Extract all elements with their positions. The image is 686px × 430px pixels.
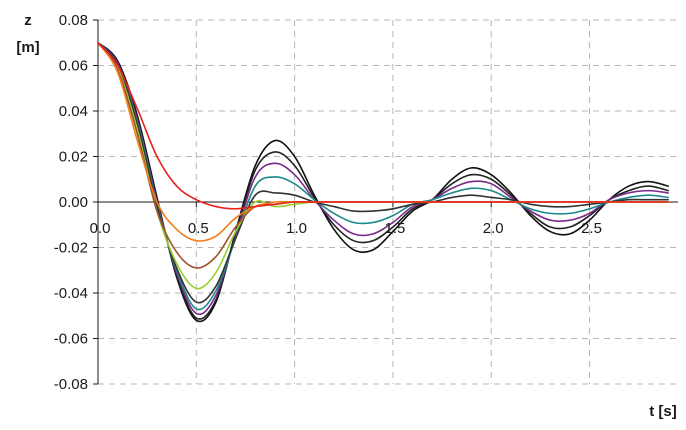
series-line-2 <box>97 41 669 320</box>
series-line-6 <box>97 41 669 290</box>
y-tick-label: 0.08 <box>59 12 88 29</box>
y-tick-label: -0.06 <box>54 331 88 348</box>
tick-labels: 0.08 0.06 0.04 0.02 0.00 -0.02 -0.04 -0.06 -0.08… <box>54 12 602 393</box>
x-tick-label: 2.0 <box>483 220 504 237</box>
y-axis-label-symbol: z <box>24 12 32 29</box>
series-lines <box>97 41 669 323</box>
y-tick-label: -0.02 <box>54 240 88 257</box>
y-tick-label: 0.04 <box>59 103 88 120</box>
x-tick-label: 1.5 <box>384 220 405 237</box>
y-tick-label: 0.00 <box>59 194 88 211</box>
y-tick-label: -0.08 <box>54 376 88 393</box>
y-axis-label-unit: [m] <box>16 39 39 56</box>
y-tick-label: 0.02 <box>59 149 88 166</box>
series-line-9 <box>97 41 669 210</box>
series-line-1 <box>97 41 669 323</box>
series-line-5 <box>97 41 669 304</box>
x-tick-label: 2.5 <box>581 220 602 237</box>
x-axis-label: t [s] <box>649 403 677 420</box>
x-tick-label: 1.0 <box>286 220 307 237</box>
y-tick-label: -0.04 <box>54 285 88 302</box>
x-tick-label: 0.5 <box>188 220 209 237</box>
series-line-3 <box>97 41 669 316</box>
y-tick-label: 0.06 <box>59 58 88 75</box>
series-line-4 <box>97 41 669 311</box>
x-tick-label: 0.0 <box>90 220 111 237</box>
